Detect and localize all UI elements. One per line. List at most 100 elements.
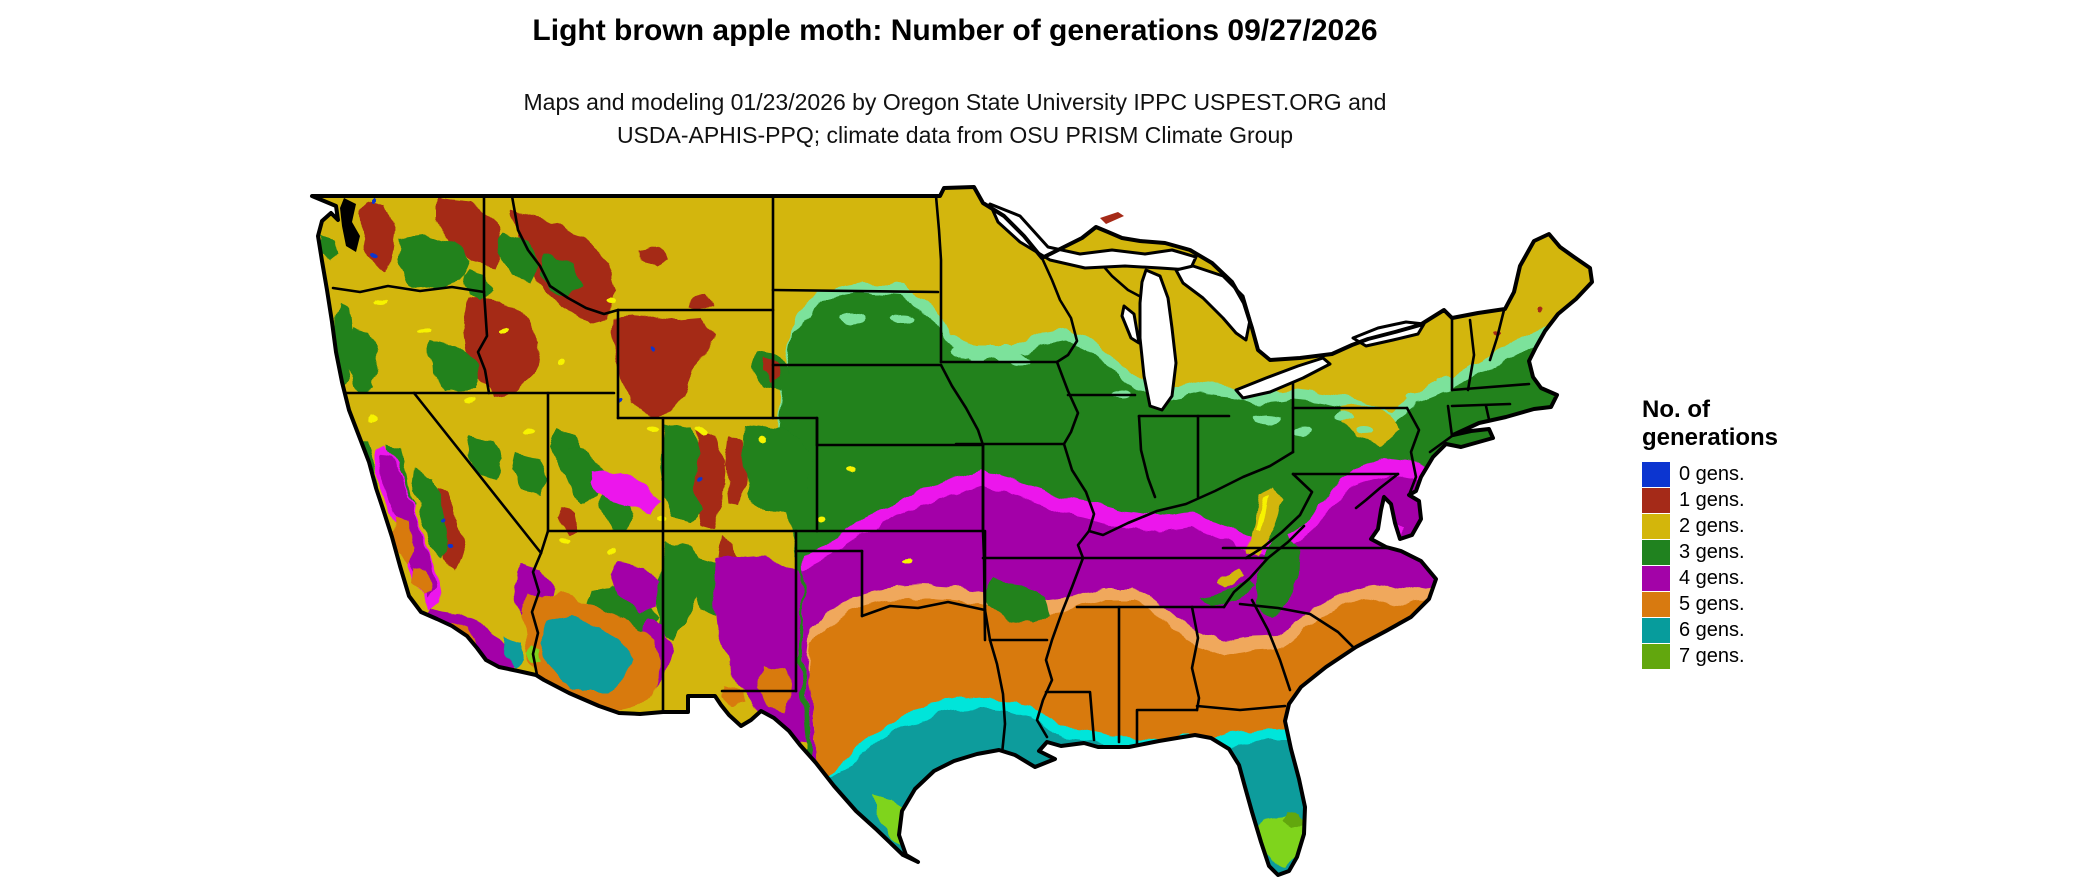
border-la-ms [1044, 690, 1096, 742]
border-ny-nj [1428, 434, 1454, 454]
lake-erie [1234, 356, 1332, 400]
border-ohio-river [1087, 450, 1295, 537]
red-patch-co-rockies-1 [692, 430, 726, 528]
green-patch-ut-1 [560, 446, 604, 504]
border-ma-s [1450, 402, 1512, 408]
border-delaware-river [1405, 406, 1421, 497]
legend-swatch-1-gens [1642, 487, 1670, 513]
florida-keys-2 [1294, 873, 1308, 875]
border-ne-ia-missouri-river [939, 363, 985, 447]
border-vt-nh [1466, 318, 1476, 392]
zero-gens-specks [371, 198, 703, 548]
legend-swatch-7-gens [1642, 643, 1670, 669]
border-red-river [860, 600, 987, 618]
us-national-outline [310, 185, 1594, 877]
state-borders [331, 194, 1531, 756]
green-patch-or-cascades [346, 328, 378, 392]
legend-swatch-4-gens [1642, 565, 1670, 591]
border-ca-az-river [530, 551, 543, 677]
legend-item-label: 7 gens. [1679, 644, 1745, 667]
legend-item-label: 2 gens. [1679, 514, 1745, 537]
isle-royale [1100, 212, 1124, 224]
green-patch-nv-2 [512, 452, 548, 496]
orange-patch-el-paso [722, 684, 744, 706]
border-ky-va [1266, 524, 1306, 560]
map-color-field [312, 187, 1592, 875]
legend-swatch-6-gens [1642, 617, 1670, 643]
red-patch-mt-spot-1 [640, 246, 668, 266]
legend-item-label: 1 gens. [1679, 488, 1745, 511]
legend-item-1-gens: 1 gens. [1642, 487, 1778, 513]
legend-item-7-gens: 7 gens. [1642, 643, 1778, 669]
border-ca-nv [412, 391, 543, 555]
red-patch-utah [556, 508, 578, 534]
legend-item-3-gens: 3 gens. [1642, 539, 1778, 565]
legend-item-label: 0 gens. [1679, 462, 1745, 485]
yellow-flecks [367, 297, 913, 563]
legend-title: No. of generations [1642, 396, 1778, 452]
border-id-mt [510, 194, 620, 316]
region-7-gens-florida-accent [1282, 812, 1304, 830]
border-nv-ut [539, 391, 550, 555]
lake-michigan [1138, 268, 1178, 412]
border-ny-ct [1446, 404, 1454, 438]
red-patch-mt-spot-2 [688, 296, 712, 312]
border-mn-wi [1040, 256, 1079, 364]
red-patch-wa-cascades [360, 200, 396, 272]
border-or-id [476, 290, 491, 395]
legend-item-2-gens: 2 gens. [1642, 513, 1778, 539]
magenta-patch-s-utah [588, 470, 660, 512]
green-patch-az-mogollon [588, 588, 658, 634]
border-al-ga [1190, 605, 1201, 712]
green-patch-n-idaho [498, 232, 540, 282]
teal-patch-salton [504, 636, 526, 668]
legend: No. of generations 0 gens. 1 gens. 2 gens.… [1642, 396, 1778, 669]
legend-item-0-gens: 0 gens. [1642, 461, 1778, 487]
green-patch-co-east [742, 424, 812, 514]
yellow-ridge-streak [1255, 498, 1269, 532]
legend-items: 0 gens. 1 gens. 2 gens. 3 gens. 4 gens. 5 gen… [1642, 461, 1778, 669]
border-ga-sc [1250, 598, 1292, 692]
legend-item-label: 5 gens. [1679, 592, 1745, 615]
orange-patch-se-nm [758, 666, 794, 712]
border-nd-sd [771, 288, 940, 294]
legend-title-line-1: No. of [1642, 396, 1710, 423]
border-fl-al [1135, 708, 1199, 746]
chartreuse-patch-yuma [528, 646, 542, 662]
legend-swatch-3-gens [1642, 539, 1670, 565]
border-mo-w-ar-w [981, 443, 987, 642]
red-patch-c-idaho [462, 296, 540, 396]
legend-item-label: 4 gens. [1679, 566, 1745, 589]
legend-title-line-2: generations [1642, 424, 1779, 451]
green-patch-ozarks [984, 580, 1050, 624]
legend-item-4-gens: 4 gens. [1642, 565, 1778, 591]
red-patch-yellowstone-windriver [612, 314, 714, 416]
border-tn-nc [1222, 556, 1270, 609]
border-il-in [1137, 414, 1157, 499]
border-wv-va [1244, 472, 1314, 560]
green-patch-blue-mtns [428, 342, 482, 390]
border-ga-fl [1195, 704, 1287, 712]
legend-item-5-gens: 5 gens. [1642, 591, 1778, 617]
orange-patch-valley-1 [392, 516, 416, 562]
green-patch-co-west [660, 424, 700, 522]
teal-patch-az-core [540, 616, 632, 692]
purple-patch-wtx-snm [712, 555, 806, 744]
green-patch-wa-cascades [398, 236, 470, 290]
green-patch-nm-1 [656, 540, 704, 640]
border-mississippi-river [1035, 360, 1096, 739]
legend-item-6-gens: 6 gens. [1642, 617, 1778, 643]
border-nh-me [1488, 308, 1506, 362]
legend-swatch-2-gens [1642, 513, 1670, 539]
legend-swatch-5-gens [1642, 591, 1670, 617]
border-nc-sc [1238, 602, 1356, 650]
gold-ridge-pa [1340, 404, 1398, 446]
orange-patch-valley-2 [414, 566, 430, 594]
green-patch-appalachia [1256, 528, 1300, 618]
puget-sound [340, 198, 360, 252]
border-wa-or [331, 284, 486, 294]
legend-item-label: 3 gens. [1679, 540, 1745, 563]
red-patch-co-rockies-2 [726, 436, 746, 504]
